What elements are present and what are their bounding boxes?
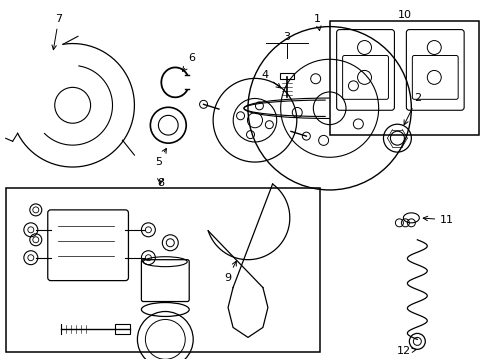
Text: 4: 4	[261, 71, 280, 88]
Bar	[279, 73, 293, 80]
Text: 5: 5	[155, 148, 166, 167]
Text: 2: 2	[403, 93, 420, 125]
Text: 10: 10	[397, 10, 410, 20]
Text: 7: 7	[52, 14, 62, 50]
Text: 12: 12	[397, 346, 416, 356]
Text: 3: 3	[283, 32, 290, 41]
Bar	[115, 324, 130, 334]
Text: 1: 1	[314, 14, 321, 31]
Text: 11: 11	[422, 215, 453, 225]
Text: 9: 9	[224, 261, 236, 283]
Text: 8: 8	[157, 178, 163, 188]
Text: 6: 6	[182, 54, 195, 71]
Bar	[329, 21, 478, 135]
Bar	[6, 188, 319, 352]
